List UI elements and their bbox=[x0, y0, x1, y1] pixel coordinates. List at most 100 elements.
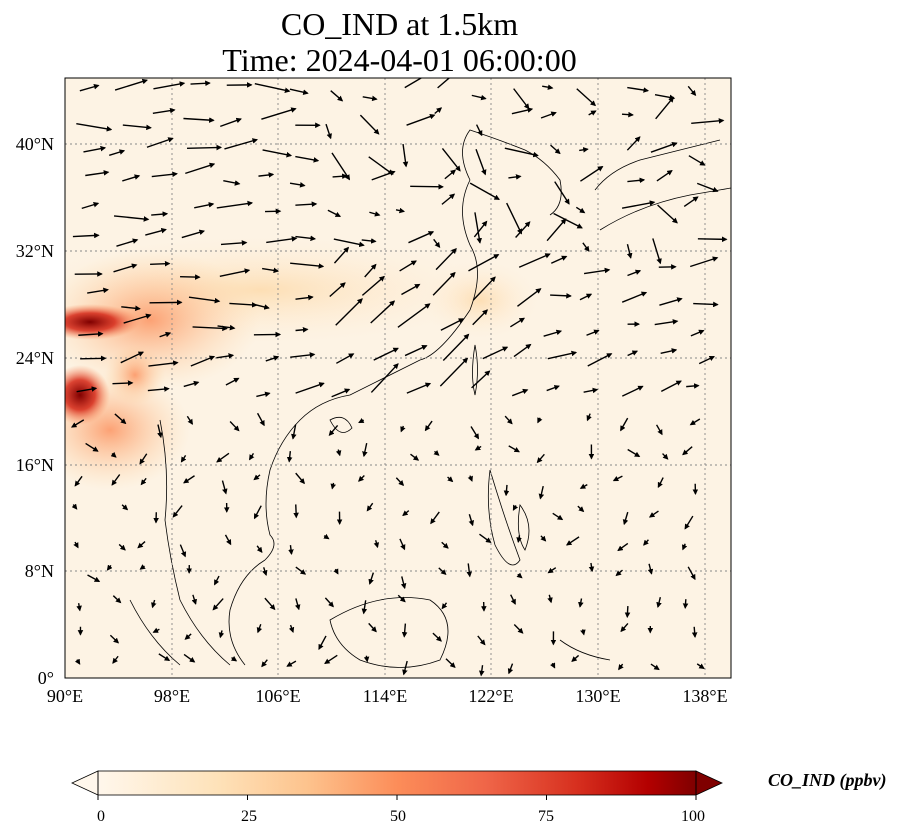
wind-vector bbox=[217, 324, 236, 331]
wind-vector bbox=[546, 218, 567, 242]
wind-vector bbox=[76, 123, 113, 132]
wind-vector bbox=[329, 282, 346, 298]
wind-vector bbox=[471, 94, 487, 101]
lat-tick-label: 32°N bbox=[15, 241, 54, 261]
wind-vector bbox=[81, 201, 100, 210]
wind-vector bbox=[683, 196, 699, 208]
wind-vector bbox=[112, 655, 119, 664]
wind-vector bbox=[122, 124, 152, 131]
wind-vector bbox=[373, 540, 380, 549]
wind-vector bbox=[258, 172, 275, 178]
wind-vector bbox=[565, 536, 580, 546]
wind-vector bbox=[332, 173, 348, 180]
wind-vector bbox=[72, 232, 100, 239]
wind-vector bbox=[358, 475, 365, 482]
wind-vector bbox=[368, 572, 375, 585]
lon-tick-label: 90°E bbox=[46, 686, 84, 706]
lat-tick-label: 8°N bbox=[24, 561, 54, 581]
wind-vector bbox=[152, 627, 160, 633]
wind-vector bbox=[662, 453, 669, 460]
wind-vector bbox=[400, 425, 406, 433]
wind-vector bbox=[582, 242, 590, 252]
wind-vector bbox=[696, 663, 705, 670]
wind-vector bbox=[580, 629, 586, 636]
wind-vector bbox=[139, 564, 146, 570]
colorbar-tick-label: 75 bbox=[538, 808, 554, 825]
wind-vector bbox=[256, 391, 271, 398]
wind-vector bbox=[540, 535, 547, 542]
wind-vector bbox=[213, 575, 220, 586]
lon-tick-label: 138°E bbox=[682, 686, 728, 706]
wind-vector bbox=[87, 574, 101, 583]
wind-vector bbox=[123, 313, 152, 324]
wind-vector bbox=[252, 303, 270, 310]
wind-vector bbox=[395, 207, 406, 214]
wind-vector bbox=[370, 300, 396, 324]
wind-vector bbox=[402, 510, 410, 517]
wind-vector bbox=[358, 417, 365, 424]
wind-vector bbox=[140, 477, 147, 486]
wind-vector bbox=[615, 569, 623, 577]
wind-vector bbox=[612, 475, 623, 482]
wind-vector bbox=[697, 236, 728, 243]
wind-vector bbox=[190, 355, 216, 367]
wind-vector bbox=[509, 317, 525, 328]
wind-vector bbox=[188, 296, 221, 304]
wind-vector bbox=[295, 201, 318, 208]
wind-vector bbox=[118, 543, 126, 551]
wind-vector bbox=[83, 145, 107, 153]
wind-vector bbox=[368, 622, 377, 633]
wind-vector bbox=[151, 171, 178, 178]
wind-vector bbox=[229, 421, 240, 432]
wind-vector bbox=[265, 355, 280, 362]
wind-vector bbox=[399, 260, 417, 272]
wind-vector bbox=[71, 419, 85, 428]
wind-vector bbox=[660, 380, 682, 393]
wind-vector bbox=[113, 263, 138, 273]
lon-tick-label: 98°E bbox=[153, 686, 191, 706]
wind-vector bbox=[362, 95, 378, 102]
wind-vector bbox=[254, 83, 291, 93]
wind-vector bbox=[538, 485, 545, 500]
wind-vector bbox=[325, 123, 332, 140]
wind-vector bbox=[656, 597, 662, 608]
wind-vector bbox=[121, 504, 129, 511]
wind-vector bbox=[288, 545, 294, 556]
wind-vector bbox=[331, 388, 351, 398]
wind-vector bbox=[295, 155, 320, 163]
wind-vector bbox=[116, 238, 139, 247]
wind-vector bbox=[194, 202, 215, 209]
wind-vector bbox=[324, 597, 334, 608]
wind-vector bbox=[468, 254, 500, 272]
wind-vector bbox=[368, 156, 394, 175]
lat-tick-label: 24°N bbox=[15, 348, 54, 368]
wind-vector bbox=[621, 200, 656, 209]
lat-tick-label: 0° bbox=[37, 668, 54, 688]
wind-vector bbox=[687, 566, 696, 581]
wind-vector bbox=[687, 85, 697, 97]
wind-vector bbox=[474, 445, 482, 451]
wind-vector bbox=[216, 353, 235, 359]
wind-vector bbox=[111, 474, 121, 486]
wind-vector bbox=[361, 600, 368, 615]
wind-vector bbox=[402, 143, 409, 168]
wind-vector bbox=[571, 654, 580, 663]
wind-vector bbox=[547, 350, 578, 360]
wind-vector bbox=[537, 417, 543, 424]
wind-vector bbox=[621, 385, 644, 397]
wind-vector bbox=[447, 476, 454, 483]
wind-vector bbox=[626, 244, 633, 259]
wind-vector bbox=[504, 415, 513, 425]
wind-vector bbox=[256, 545, 263, 553]
wind-vector bbox=[472, 276, 496, 301]
wind-vector bbox=[366, 502, 374, 512]
colorbar bbox=[71, 770, 723, 800]
wind-vector bbox=[371, 170, 396, 181]
wind-vector bbox=[516, 572, 523, 579]
wind-vector bbox=[183, 380, 200, 388]
wind-vector bbox=[401, 283, 421, 296]
wind-vector bbox=[432, 271, 456, 296]
wind-vector bbox=[158, 653, 171, 662]
wind-vector bbox=[186, 415, 193, 425]
wind-vector bbox=[85, 170, 110, 177]
